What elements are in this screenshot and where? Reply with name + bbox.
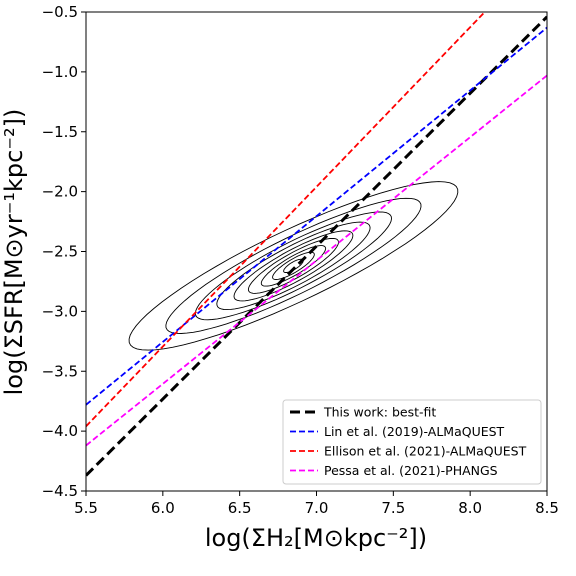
- x-tick-label: 7.0: [305, 499, 329, 517]
- contour-level-4: [216, 221, 371, 311]
- y-tick-label: −3.5: [42, 362, 78, 380]
- plot-frame: [85, 11, 548, 492]
- legend-label: This work: best-fit: [323, 405, 436, 420]
- x-axis-label: log(ΣH₂[M⊙kpc⁻²]): [205, 524, 427, 552]
- x-tick-label: 7.5: [381, 499, 405, 517]
- y-tick-label: −1.0: [42, 63, 78, 81]
- axis-ticks: 5.5 6.0 6.5 7.0 7.5 8.0 8.5 −4.5 −4.0 −3.5 −3.0 −2.…: [42, 3, 559, 517]
- x-tick-label: 8.0: [458, 499, 482, 517]
- x-tick-label: 5.5: [74, 499, 98, 517]
- y-tick-label: −4.0: [42, 422, 78, 440]
- contour-level-5: [233, 230, 354, 302]
- y-tick-label: −2.0: [42, 183, 78, 201]
- y-tick-label: −4.5: [42, 482, 78, 500]
- contour-level-3: [194, 211, 392, 321]
- series-line-3: [86, 12, 487, 427]
- legend-label: Ellison et al. (2021)-ALMaQUEST: [324, 444, 527, 459]
- contour-level-9: [283, 258, 304, 273]
- legend-box: [282, 399, 542, 485]
- fit-lines: [86, 12, 547, 477]
- contour-level-6: [247, 237, 339, 294]
- y-tick-label: −2.5: [42, 243, 78, 261]
- legend-label: Lin et al. (2019)-ALMaQUEST: [324, 424, 505, 439]
- density-contours: [128, 181, 459, 351]
- x-tick-label: 8.5: [535, 499, 559, 517]
- contour-level-2: [165, 197, 422, 334]
- x-tick-label: 6.5: [228, 499, 252, 517]
- legend-label: Pessa et al. (2021)-PHANGS: [324, 463, 498, 478]
- y-tick-label: −3.0: [42, 302, 78, 320]
- series-line-1: [86, 15, 547, 477]
- y-axis-label: log(ΣSFR[M⊙yr⁻¹kpc⁻²]): [0, 109, 28, 396]
- x-tick-label: 6.0: [151, 499, 175, 517]
- y-tick-label: −1.5: [42, 123, 78, 141]
- series-line-2: [86, 26, 547, 406]
- legend: This work: best-fit Lin et al. (2019)-ALM…: [282, 399, 542, 485]
- y-tick-label: −0.5: [42, 3, 78, 21]
- contour-level-1: [128, 181, 459, 351]
- contour-level-8: [272, 251, 315, 280]
